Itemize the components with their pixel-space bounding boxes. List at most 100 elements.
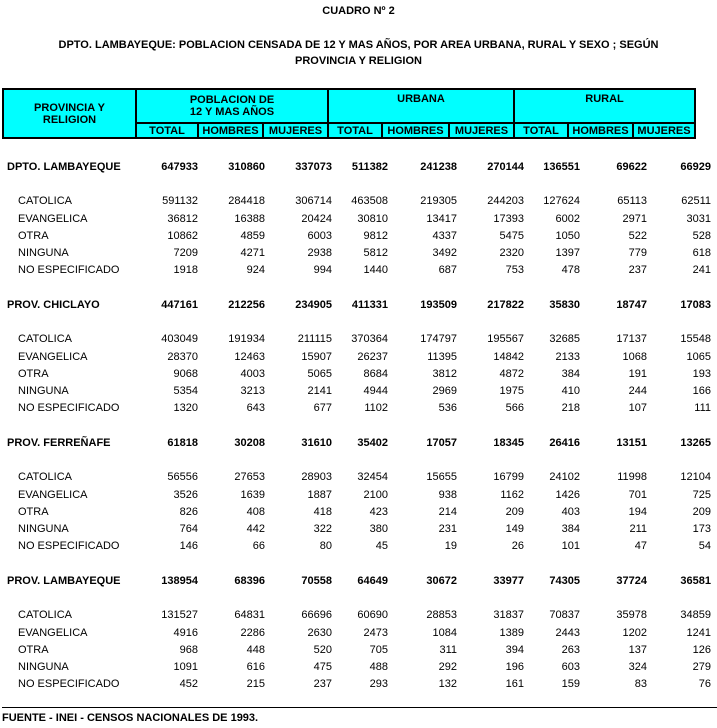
- cell-total: 2100: [363, 488, 388, 501]
- cell-hombres: 16388: [234, 212, 265, 225]
- cell-total: 603: [561, 661, 580, 674]
- cell-hombres: 1202: [622, 626, 647, 639]
- cell-total: 293: [369, 678, 388, 691]
- row-label: CATOLICA: [18, 609, 72, 622]
- cell-total: 35830: [549, 298, 580, 311]
- cell-total: 647933: [161, 160, 198, 173]
- table-row: EVANGELICA 36812 16388 20424 30810 13417 17393…: [2, 210, 714, 227]
- cell-hombres: 30208: [234, 436, 265, 449]
- cell-mujeres: 66696: [301, 609, 332, 622]
- spacer-row: [2, 417, 714, 434]
- cell-hombres: 2969: [432, 385, 457, 398]
- cell-total: 36812: [167, 212, 198, 225]
- cell-total: 1440: [363, 264, 388, 277]
- header-total: TOTAL: [135, 122, 199, 139]
- cell-total: 511382: [351, 160, 388, 173]
- cell-mujeres: 76: [698, 678, 711, 691]
- spacer-row: [2, 590, 714, 607]
- cell-hombres: 4271: [240, 247, 265, 260]
- cell-hombres: 779: [628, 247, 647, 260]
- table-row: NINGUNA 5354 3213 2141 4944 2969 1975 410 244 166: [2, 383, 714, 400]
- cell-total: 24102: [549, 471, 580, 484]
- cell-mujeres: 15907: [301, 350, 332, 363]
- cell-mujeres: 4872: [499, 367, 524, 380]
- row-label: PROV. LAMBAYEQUE: [7, 574, 121, 587]
- cell-mujeres: 279: [692, 661, 711, 674]
- cell-total: 60690: [357, 609, 388, 622]
- cell-total: 380: [369, 523, 388, 536]
- cell-hombres: 65113: [617, 195, 647, 208]
- cell-mujeres: 244203: [487, 195, 524, 208]
- cell-hombres: 64831: [234, 609, 265, 622]
- cell-hombres: 132: [438, 678, 457, 691]
- cell-hombres: 137: [628, 643, 647, 656]
- cell-hombres: 292: [438, 661, 457, 674]
- cell-mujeres: 520: [313, 643, 332, 656]
- row-label: OTRA: [18, 505, 49, 518]
- row-label: NINGUNA: [18, 661, 69, 674]
- table-header: PROVINCIA Y RELIGION POBLACION DE 12 Y MAS…: [2, 88, 696, 139]
- cell-total: 1050: [555, 229, 580, 242]
- cell-mujeres: 270144: [487, 160, 524, 173]
- cell-total: 26416: [549, 436, 580, 449]
- cell-hombres: 215: [246, 678, 265, 691]
- cell-mujeres: 17083: [680, 298, 711, 311]
- cell-mujeres: 54: [698, 540, 711, 553]
- source-note: FUENTE - INEI - CENSOS NACIONALES DE 199…: [2, 712, 259, 724]
- cell-total: 423: [369, 505, 388, 518]
- cell-mujeres: 237: [313, 678, 332, 691]
- cell-mujeres: 677: [313, 402, 332, 415]
- cell-mujeres: 18345: [493, 436, 524, 449]
- cell-hombres: 17057: [426, 436, 457, 449]
- cell-mujeres: 306714: [295, 195, 332, 208]
- table-row: CATOLICA 56556 27653 28903 32454 15655 16799 24…: [2, 469, 714, 486]
- cell-mujeres: 16799: [493, 471, 524, 484]
- table-row: OTRA 826 408 418 423 214 209 403 194 209: [2, 503, 714, 520]
- cell-total: 74305: [549, 574, 580, 587]
- footer-divider: [2, 707, 717, 708]
- cell-total: 6002: [555, 212, 580, 225]
- cell-mujeres: 196: [505, 661, 524, 674]
- cell-hombres: 18747: [616, 298, 647, 311]
- cell-total: 35402: [357, 436, 388, 449]
- cell-mujeres: 234905: [295, 298, 332, 311]
- cell-hombres: 924: [246, 264, 265, 277]
- cell-hombres: 83: [634, 678, 647, 691]
- cell-mujeres: 193: [692, 367, 711, 380]
- cell-hombres: 219305: [420, 195, 457, 208]
- cell-hombres: 191934: [228, 333, 265, 346]
- cell-total: 1397: [555, 247, 580, 260]
- row-label: EVANGELICA: [18, 212, 88, 225]
- cell-total: 7209: [173, 247, 198, 260]
- cell-mujeres: 31837: [493, 609, 524, 622]
- row-label: CATOLICA: [18, 471, 72, 484]
- cell-hombres: 69622: [616, 160, 647, 173]
- cell-total: 403: [561, 505, 580, 518]
- cell-total: 452: [179, 678, 198, 691]
- cell-total: 8684: [363, 367, 388, 380]
- cell-total: 488: [369, 661, 388, 674]
- row-label: OTRA: [18, 367, 49, 380]
- cell-total: 591132: [162, 195, 198, 208]
- cell-hombres: 15655: [426, 471, 457, 484]
- header-mujeres: MUJERES: [448, 122, 515, 139]
- cell-hombres: 687: [438, 264, 457, 277]
- cell-mujeres: 13265: [680, 436, 711, 449]
- cell-total: 64649: [357, 574, 388, 587]
- cell-total: 32454: [357, 471, 388, 484]
- cell-hombres: 643: [246, 402, 265, 415]
- cell-total: 30810: [357, 212, 388, 225]
- cell-hombres: 3492: [432, 247, 457, 260]
- cell-total: 1102: [364, 402, 388, 415]
- cell-mujeres: 2320: [499, 247, 524, 260]
- cell-hombres: 1068: [622, 350, 647, 363]
- cell-total: 5812: [363, 247, 388, 260]
- cell-mujeres: 753: [505, 264, 524, 277]
- cell-mujeres: 241: [692, 264, 711, 277]
- row-label: NO ESPECIFICADO: [18, 402, 120, 415]
- cell-hombres: 30672: [426, 574, 457, 587]
- cell-mujeres: 80: [319, 540, 332, 553]
- row-label: NO ESPECIFICADO: [18, 264, 120, 277]
- cell-total: 1426: [555, 488, 580, 501]
- cell-total: 1918: [173, 264, 198, 277]
